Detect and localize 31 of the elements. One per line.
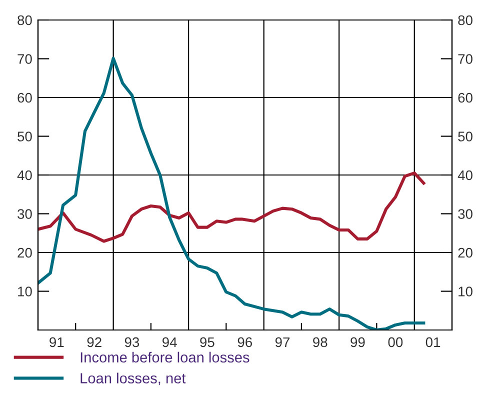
y2-tick-label: 60 [458, 92, 472, 103]
legend-label: Loan losses, net [80, 372, 186, 386]
y2-tick-label: 10 [458, 286, 472, 296]
x-tick-label: 97 [275, 337, 290, 348]
line-series [38, 56, 426, 330]
x-tick-label: 00 [388, 337, 403, 348]
y-tick-label: 30 [18, 209, 32, 219]
y-tick-label: 40 [17, 170, 32, 180]
x-tick-label: 93 [124, 337, 140, 348]
y-tick-label: 50 [18, 132, 32, 142]
x-tick-label: 98 [313, 337, 328, 348]
y-tick-label: 20 [18, 248, 32, 258]
x-tick-label: 94 [162, 337, 177, 348]
x-tick-label: 01 [426, 337, 440, 348]
y2-tick-label: 50 [458, 132, 472, 142]
y2-tick-label: 80 [458, 15, 472, 26]
x-tick-label: 96 [238, 337, 252, 348]
x-tick-label: 95 [200, 337, 214, 348]
y-tick-label: 10 [18, 286, 32, 296]
x-tick-label: 99 [350, 337, 365, 348]
x-tick-label: 92 [87, 337, 102, 348]
y2-tick-label: 70 [458, 54, 472, 64]
y2-tick-label: 30 [458, 209, 472, 219]
x-tick-label: 91 [50, 337, 64, 348]
y-tick-label: 60 [18, 92, 32, 103]
y2-tick-label: 40 [458, 170, 472, 180]
y2-tick-label: 20 [458, 248, 472, 258]
y-tick-label: 80 [18, 15, 32, 26]
line-series [38, 172, 426, 243]
y-tick-label: 70 [18, 54, 32, 64]
legend-label: Income before loan losses [80, 352, 250, 363]
